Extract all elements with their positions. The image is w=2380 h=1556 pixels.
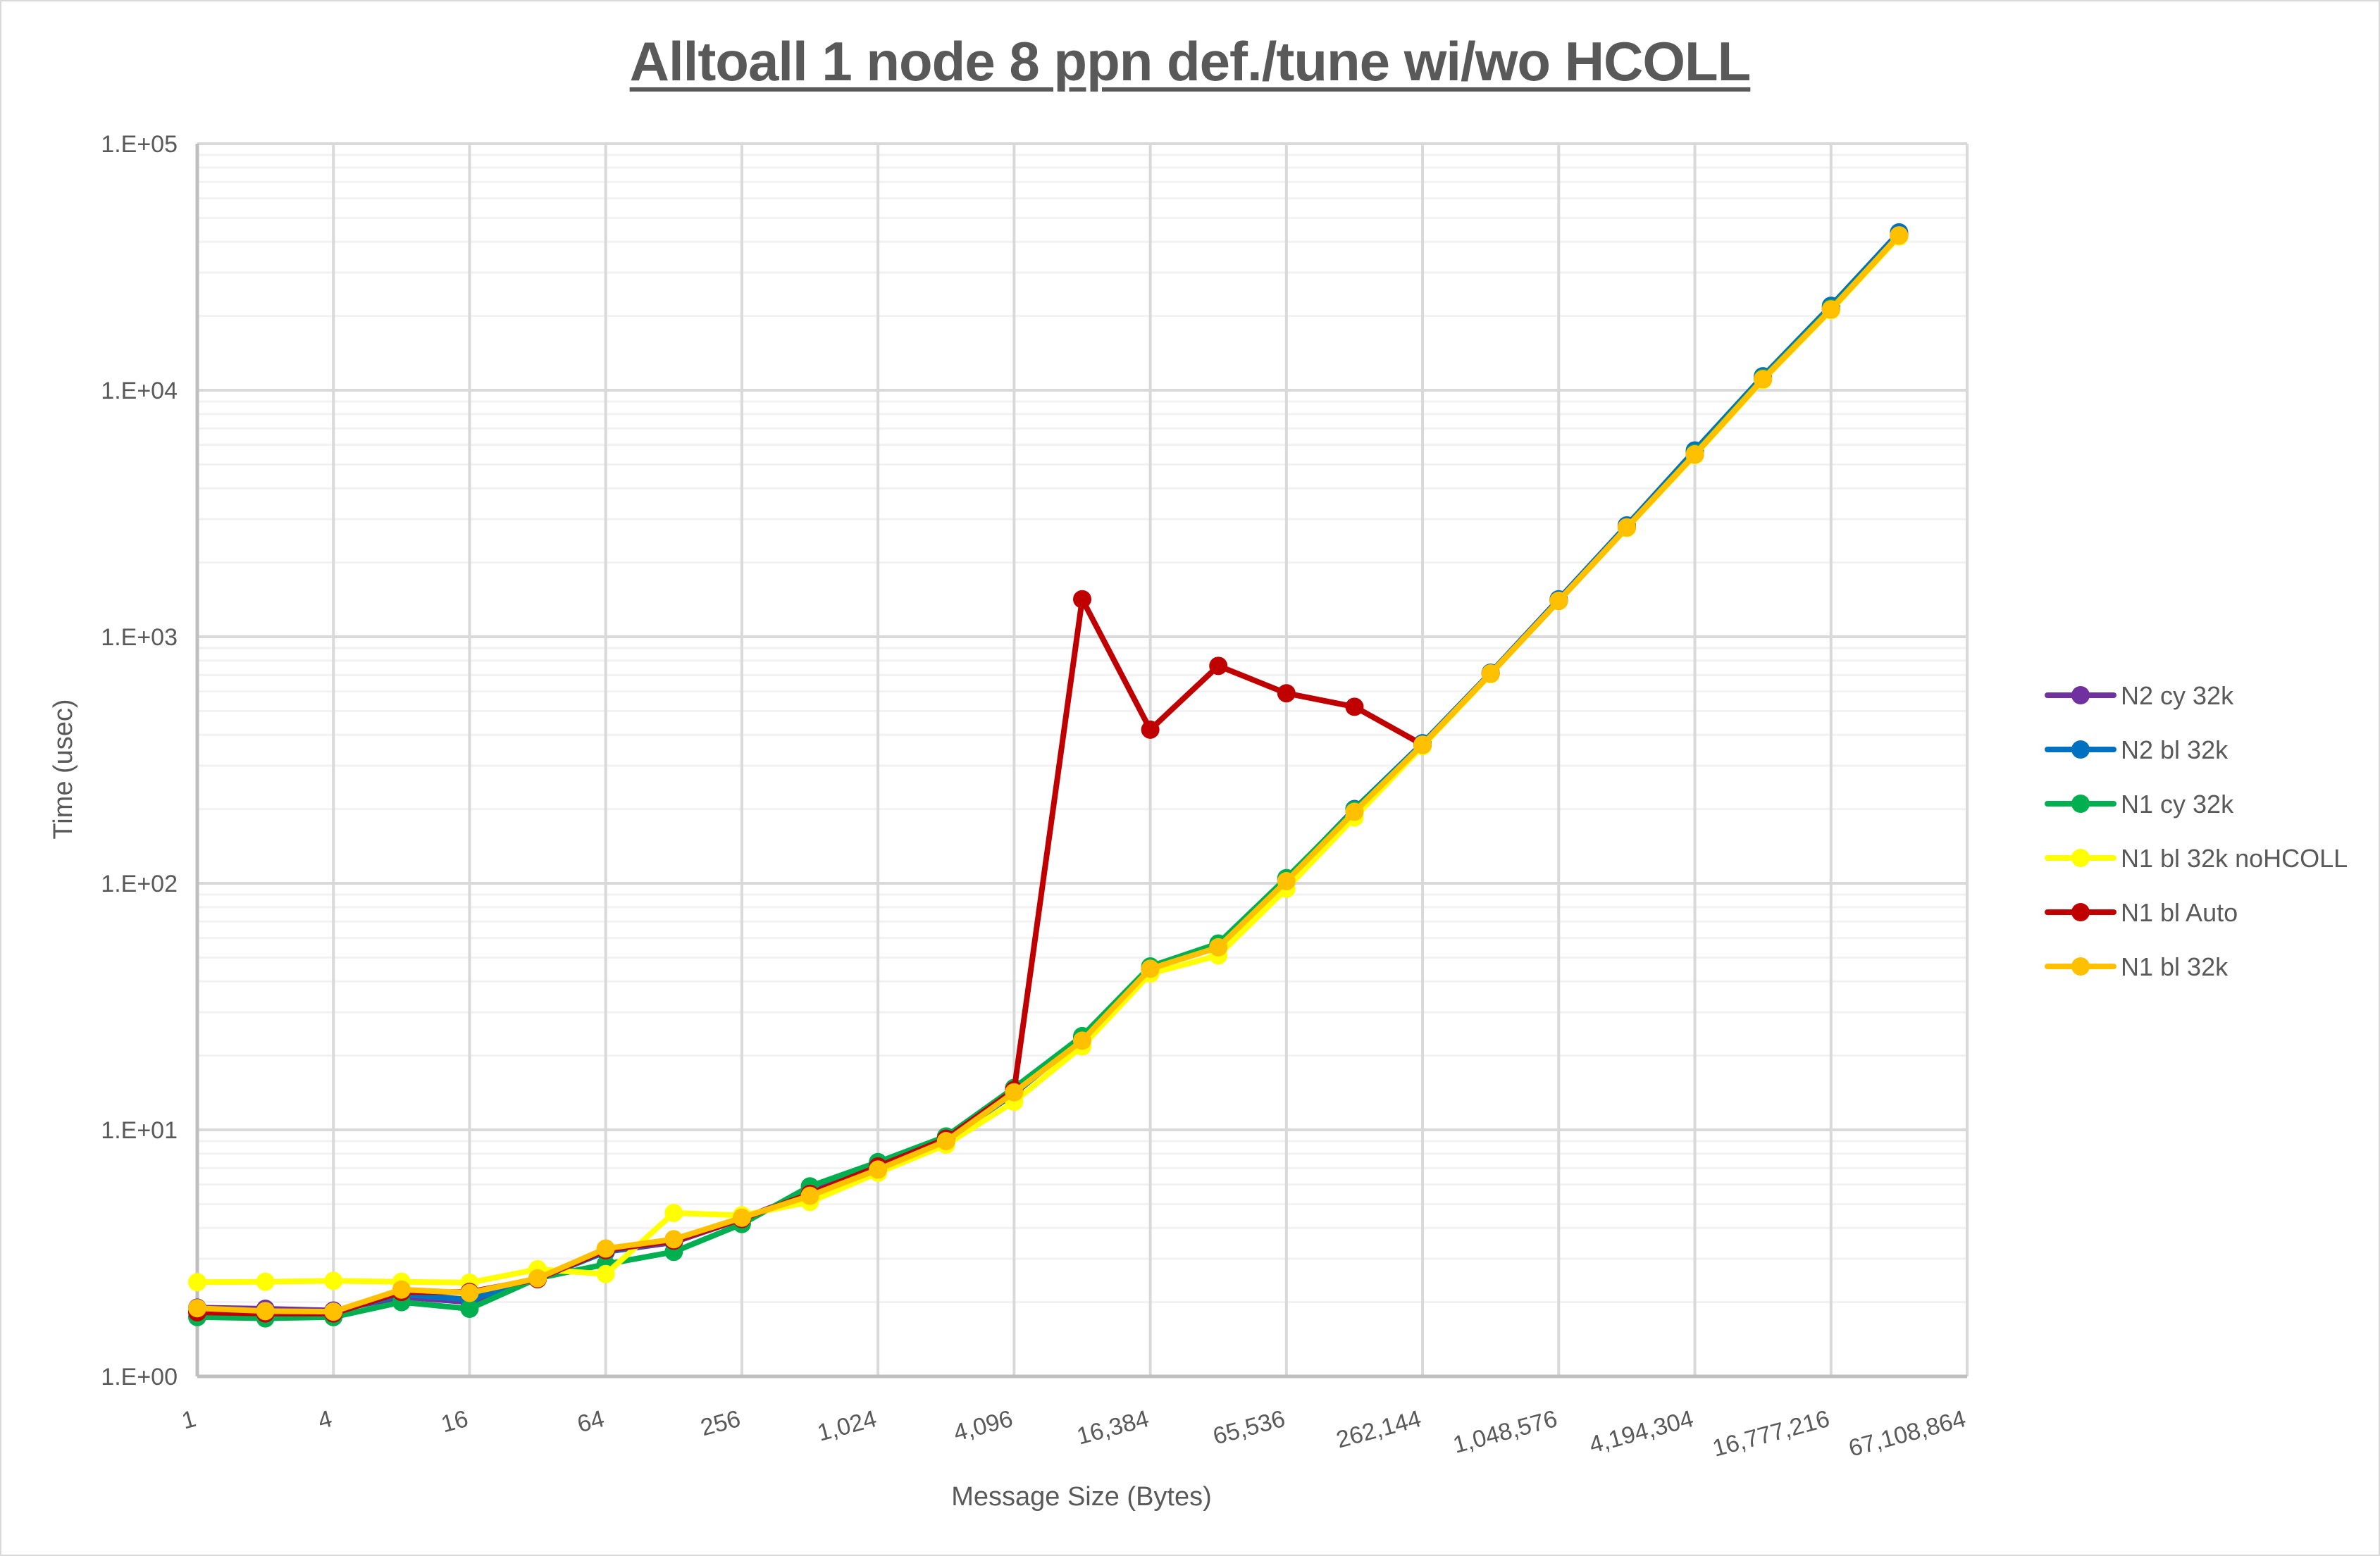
series-line [194,232,1902,1317]
legend-label: N1 cy 32k [2121,790,2234,819]
data-point[interactable] [324,1302,343,1321]
x-tick-label: 16,384 [1074,1405,1151,1450]
data-point[interactable] [1277,684,1296,703]
x-tick-label: 65,536 [1210,1405,1288,1450]
data-point[interactable] [1617,518,1636,537]
series-line [194,229,1902,1315]
data-point[interactable] [1073,590,1091,609]
series-line [194,232,1902,1315]
chart-title: Alltoall 1 node 8 ppn def./tune wi/wo HC… [629,30,1752,92]
legend: N2 cy 32k N2 bl 32k N1 cy 32k N1 bl 32k noH… [2045,681,2348,981]
data-point[interactable] [1345,802,1364,821]
data-point[interactable] [528,1269,547,1288]
gridlines [196,142,1969,1378]
x-tick-label: 16,777,216 [1710,1405,1833,1462]
data-point[interactable] [1685,444,1704,463]
x-tick-label: 4 [315,1405,335,1435]
legend-item[interactable]: N2 bl 32k [2045,735,2229,764]
data-point[interactable] [596,1264,615,1283]
legend-item[interactable]: N1 bl Auto [2045,898,2238,927]
data-point[interactable] [256,1302,275,1321]
legend-marker-icon [2071,849,2090,867]
data-point[interactable] [1754,370,1773,389]
x-tick-label: 256 [698,1405,743,1441]
x-tick-label: 67,108,864 [1846,1405,1969,1462]
x-tick-label: 262,144 [1334,1405,1425,1454]
legend-label: N1 bl 32k noHCOLL [2121,844,2348,873]
data-point[interactable] [664,1230,683,1249]
legend-item[interactable]: N1 bl 32k noHCOLL [2045,844,2348,873]
y-axis-ticks: 1.E+00 1.E+01 1.E+02 1.E+03 1.E+04 1.E+05 [101,131,178,1390]
data-point[interactable] [256,1272,275,1291]
data-point[interactable] [1345,697,1364,716]
data-point[interactable] [732,1208,751,1227]
series-n2-bl-32k [188,223,1909,1321]
y-tick-label: 1.E+01 [101,1117,178,1144]
data-point[interactable] [1141,959,1160,978]
y-tick-label: 1.E+02 [101,871,178,897]
series-line [194,233,1902,1286]
data-point[interactable] [1821,300,1840,319]
x-tick-label: 1 [179,1405,199,1435]
x-tick-label: 4,194,304 [1587,1405,1697,1459]
data-point[interactable] [1277,871,1296,890]
data-point[interactable] [188,1273,206,1292]
legend-label: N2 bl 32k [2121,735,2229,764]
data-point[interactable] [188,1299,206,1318]
axes [195,144,1967,1378]
legend-marker-icon [2071,795,2090,813]
data-point[interactable] [1549,591,1568,610]
y-tick-label: 1.E+03 [101,624,178,651]
legend-marker-icon [2071,686,2090,704]
data-point[interactable] [324,1271,343,1290]
data-point[interactable] [1141,720,1160,739]
data-point[interactable] [800,1186,819,1205]
x-tick-label: 4,096 [950,1405,1015,1447]
y-tick-label: 1.E+04 [101,378,178,404]
x-tick-label: 64 [574,1405,607,1438]
legend-marker-icon [2071,740,2090,759]
plot-series [188,223,1909,1328]
data-point[interactable] [1413,735,1432,754]
data-point[interactable] [869,1160,888,1179]
legend-label: N2 cy 32k [2121,681,2234,710]
series-n1-bl-32k-nohcoll [188,227,1909,1292]
series-line [194,231,1902,1314]
x-tick-label: 1,048,576 [1450,1405,1560,1459]
data-point[interactable] [936,1132,955,1151]
data-point[interactable] [460,1283,479,1302]
x-axis-title: Message Size (Bytes) [951,1482,1212,1512]
legend-marker-icon [2071,957,2090,976]
legend-label: N1 bl 32k [2121,952,2229,981]
data-point[interactable] [460,1300,479,1319]
y-tick-label: 1.E+00 [101,1364,178,1390]
legend-item[interactable]: N1 bl 32k [2045,952,2229,981]
x-axis-ticks: 1 4 16 64 256 1,024 4,096 16,384 65,536 262,144 1,… [179,1405,1969,1462]
data-point[interactable] [1005,1083,1024,1102]
x-tick-label: 16 [438,1405,471,1438]
series-line [194,232,1902,1321]
x-tick-label: 1,024 [814,1405,879,1447]
series-n1-bl-32k [188,226,1909,1321]
y-tick-label: 1.E+05 [101,131,178,158]
data-point[interactable] [1209,656,1228,676]
data-point[interactable] [1890,226,1909,245]
legend-item[interactable]: N2 cy 32k [2045,681,2234,710]
y-axis-title: Time (usec) [49,699,78,839]
data-point[interactable] [1481,664,1500,683]
data-point[interactable] [1209,938,1228,957]
legend-marker-icon [2071,903,2090,921]
legend-item[interactable]: N1 cy 32k [2045,790,2234,819]
data-point[interactable] [596,1239,615,1258]
data-point[interactable] [392,1280,411,1299]
legend-label: N1 bl Auto [2121,898,2238,927]
data-point[interactable] [1073,1031,1091,1050]
data-point[interactable] [664,1204,683,1223]
